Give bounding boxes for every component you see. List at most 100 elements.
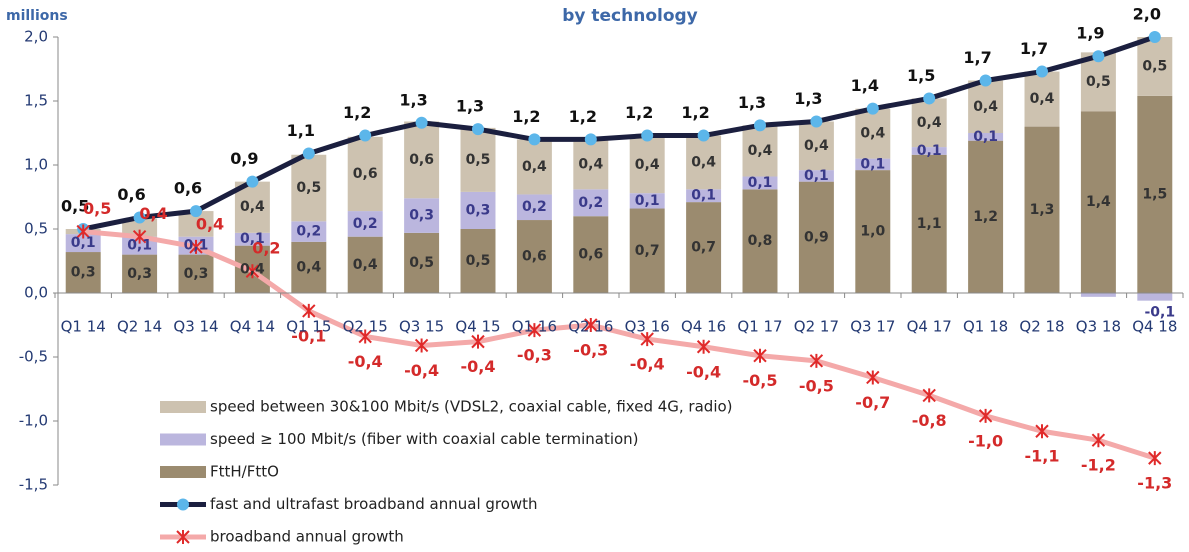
line-value-label: 1,9 bbox=[1076, 24, 1104, 43]
bar-segment bbox=[1080, 111, 1116, 294]
line-value-label: 0,9 bbox=[230, 149, 258, 168]
line-value-label: 0,5 bbox=[61, 197, 89, 216]
bar-segment bbox=[798, 121, 834, 171]
x-tick-label: Q2 14 bbox=[117, 318, 162, 336]
line-point bbox=[302, 303, 316, 318]
y-tick-label: -1,0 bbox=[19, 412, 48, 430]
bar-segment bbox=[1137, 37, 1173, 96]
bar-value-label: 0,5 bbox=[1142, 58, 1167, 74]
y-tick-label: 0,5 bbox=[24, 220, 48, 238]
line-point bbox=[414, 338, 429, 353]
bar-value-label: 0,9 bbox=[804, 229, 829, 245]
line-point bbox=[472, 123, 484, 136]
bar-segment bbox=[291, 241, 327, 293]
line-value-label: 1,2 bbox=[625, 103, 653, 122]
bar-value-label: 0,1 bbox=[127, 238, 152, 254]
line-value-label: 1,7 bbox=[963, 48, 991, 67]
line-point bbox=[696, 339, 711, 354]
chart-title: by technology bbox=[562, 6, 698, 26]
bar-value-label: 0,4 bbox=[635, 157, 660, 173]
line-value-label: -0,8 bbox=[912, 411, 947, 430]
line-value-label: -1,2 bbox=[1081, 456, 1116, 475]
bar-segment bbox=[404, 198, 440, 233]
line-value-label: 1,1 bbox=[287, 121, 315, 140]
line-value-label: -0,3 bbox=[517, 346, 552, 365]
bar-value-label: 0,2 bbox=[522, 199, 547, 215]
line-value-label: 2,0 bbox=[1133, 5, 1161, 24]
legend-swatch bbox=[160, 401, 206, 413]
line-point bbox=[302, 147, 315, 160]
line-point bbox=[527, 323, 542, 338]
bar-segment bbox=[968, 133, 1004, 141]
line-point bbox=[697, 129, 710, 142]
line-point bbox=[1036, 65, 1048, 78]
bar-value-label: 1,4 bbox=[1086, 194, 1111, 210]
bar-value-label: 0,4 bbox=[296, 259, 321, 275]
bar-segment bbox=[798, 170, 834, 182]
line-point bbox=[1091, 433, 1106, 448]
line-point bbox=[528, 133, 541, 146]
bar-segment bbox=[1137, 293, 1173, 301]
bar-segment bbox=[629, 193, 665, 209]
bar-segment bbox=[65, 252, 101, 293]
line-point bbox=[189, 239, 203, 254]
line-point bbox=[245, 264, 260, 279]
line-point bbox=[923, 92, 936, 105]
legend-swatch bbox=[160, 466, 206, 478]
bar-segment bbox=[686, 189, 722, 203]
bar-segment bbox=[798, 181, 834, 293]
x-tick-label: Q2 16 bbox=[568, 318, 613, 336]
bar-value-label: 0,3 bbox=[409, 208, 434, 224]
x-tick-label: Q2 15 bbox=[343, 318, 388, 336]
bar-segment bbox=[234, 232, 270, 246]
line-value-label: -0,1 bbox=[291, 326, 326, 345]
line-value-label: -0,4 bbox=[461, 357, 496, 376]
bar-value-label: 0,4 bbox=[353, 257, 378, 273]
bar-value-label: 0,4 bbox=[860, 126, 885, 142]
line-value-label: 1,3 bbox=[456, 97, 484, 116]
bar-value-label: 1,2 bbox=[973, 209, 998, 225]
line-point bbox=[133, 211, 146, 224]
y-tick-label: -0,5 bbox=[19, 348, 48, 366]
bar-segment bbox=[855, 158, 891, 171]
bar-value-label: 0,4 bbox=[522, 159, 547, 175]
bar-value-label: 0,4 bbox=[691, 154, 716, 170]
bar-value-label: 0,6 bbox=[578, 247, 603, 263]
line-point bbox=[1148, 451, 1162, 466]
bar-segment bbox=[347, 211, 383, 237]
bar-value-label: 0,2 bbox=[296, 224, 321, 240]
line-value-label: 1,2 bbox=[343, 103, 371, 122]
line-value-label: -0,4 bbox=[404, 361, 439, 380]
bar-value-label: 0,7 bbox=[691, 240, 716, 256]
line-point bbox=[640, 332, 654, 347]
bar-segment bbox=[516, 139, 552, 195]
bar-segment bbox=[1137, 95, 1173, 293]
bar-segment bbox=[742, 125, 778, 177]
bar-value-label: 0,1 bbox=[804, 168, 829, 184]
y-tick-label: 0,0 bbox=[24, 284, 48, 302]
bar-value-label: 0,1 bbox=[917, 143, 942, 159]
line-point bbox=[866, 370, 880, 385]
line-point bbox=[978, 408, 993, 423]
bar-segment bbox=[573, 189, 609, 217]
bar-segment bbox=[404, 121, 440, 199]
line-value-label: -1,0 bbox=[968, 431, 1003, 450]
x-tick-label: Q1 18 bbox=[963, 318, 1008, 336]
bar-segment bbox=[516, 194, 552, 221]
bar-value-label: 0,4 bbox=[578, 156, 603, 172]
line-point bbox=[359, 129, 372, 142]
bar-segment bbox=[347, 236, 383, 293]
bar-segment bbox=[1080, 293, 1116, 297]
bar-value-label: 0,3 bbox=[127, 266, 152, 282]
line-value-label: 0,5 bbox=[83, 199, 111, 218]
bar-value-label: 0,4 bbox=[1030, 91, 1055, 107]
bar-value-label: 0,1 bbox=[240, 231, 265, 247]
line-point bbox=[132, 229, 147, 244]
bar-segment bbox=[178, 254, 214, 293]
line-point bbox=[1035, 424, 1049, 439]
bar-segment bbox=[347, 136, 383, 212]
bar-value-label: -0,1 bbox=[1144, 305, 1175, 321]
line-point bbox=[176, 530, 190, 544]
line-value-label: -0,4 bbox=[686, 362, 721, 381]
line-value-label: 1,3 bbox=[399, 90, 427, 109]
